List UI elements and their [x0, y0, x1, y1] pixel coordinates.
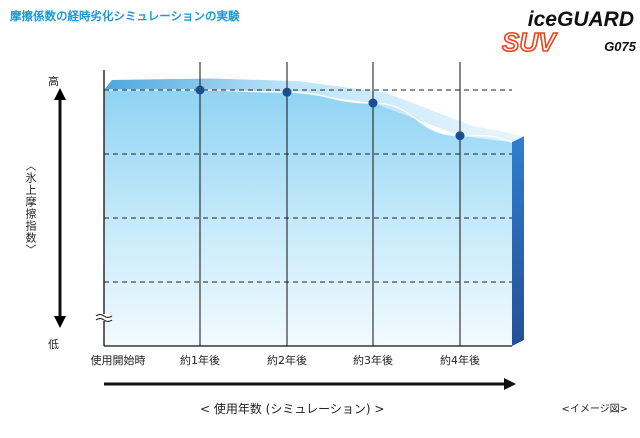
logo-suv: SUV [502, 27, 558, 56]
x-tick-label-0: 使用開始時 [90, 354, 146, 367]
x-tick-label-4: 約4年後 [440, 354, 480, 367]
data-point-1 [195, 85, 205, 95]
y-axis-arrow-up [54, 88, 66, 100]
axis-break-mark-2 [95, 318, 113, 322]
image-note: <イメージ図> [561, 404, 628, 415]
y-axis-high-label: 高 [48, 75, 59, 88]
x-tick-label-3: 約3年後 [353, 354, 393, 367]
axis-break-gap [97, 314, 111, 321]
x-axis-label: < 使用年数 (シミュレーション) > [200, 402, 385, 416]
chart-area-side-face [512, 136, 524, 346]
x-tick-label-2: 約2年後 [267, 354, 307, 367]
page-title: 摩擦係数の経時劣化シミュレーションの実験 [10, 9, 240, 23]
logo-iceguard: iceGUARD [528, 8, 634, 31]
brand-logo: iceGUARD SUV G075 [501, 8, 637, 56]
y-axis-arrow-down [54, 316, 66, 328]
y-axis-label: 〈氷上摩擦指数〉 [24, 160, 37, 256]
logo-model: G075 [604, 39, 637, 54]
data-point-2 [282, 87, 292, 97]
data-point-4 [455, 131, 465, 141]
axis-break-mark-1 [95, 314, 113, 318]
data-point-3 [368, 98, 378, 108]
x-tick-label-1: 約1年後 [180, 354, 220, 367]
y-axis-low-label: 低 [48, 338, 59, 351]
